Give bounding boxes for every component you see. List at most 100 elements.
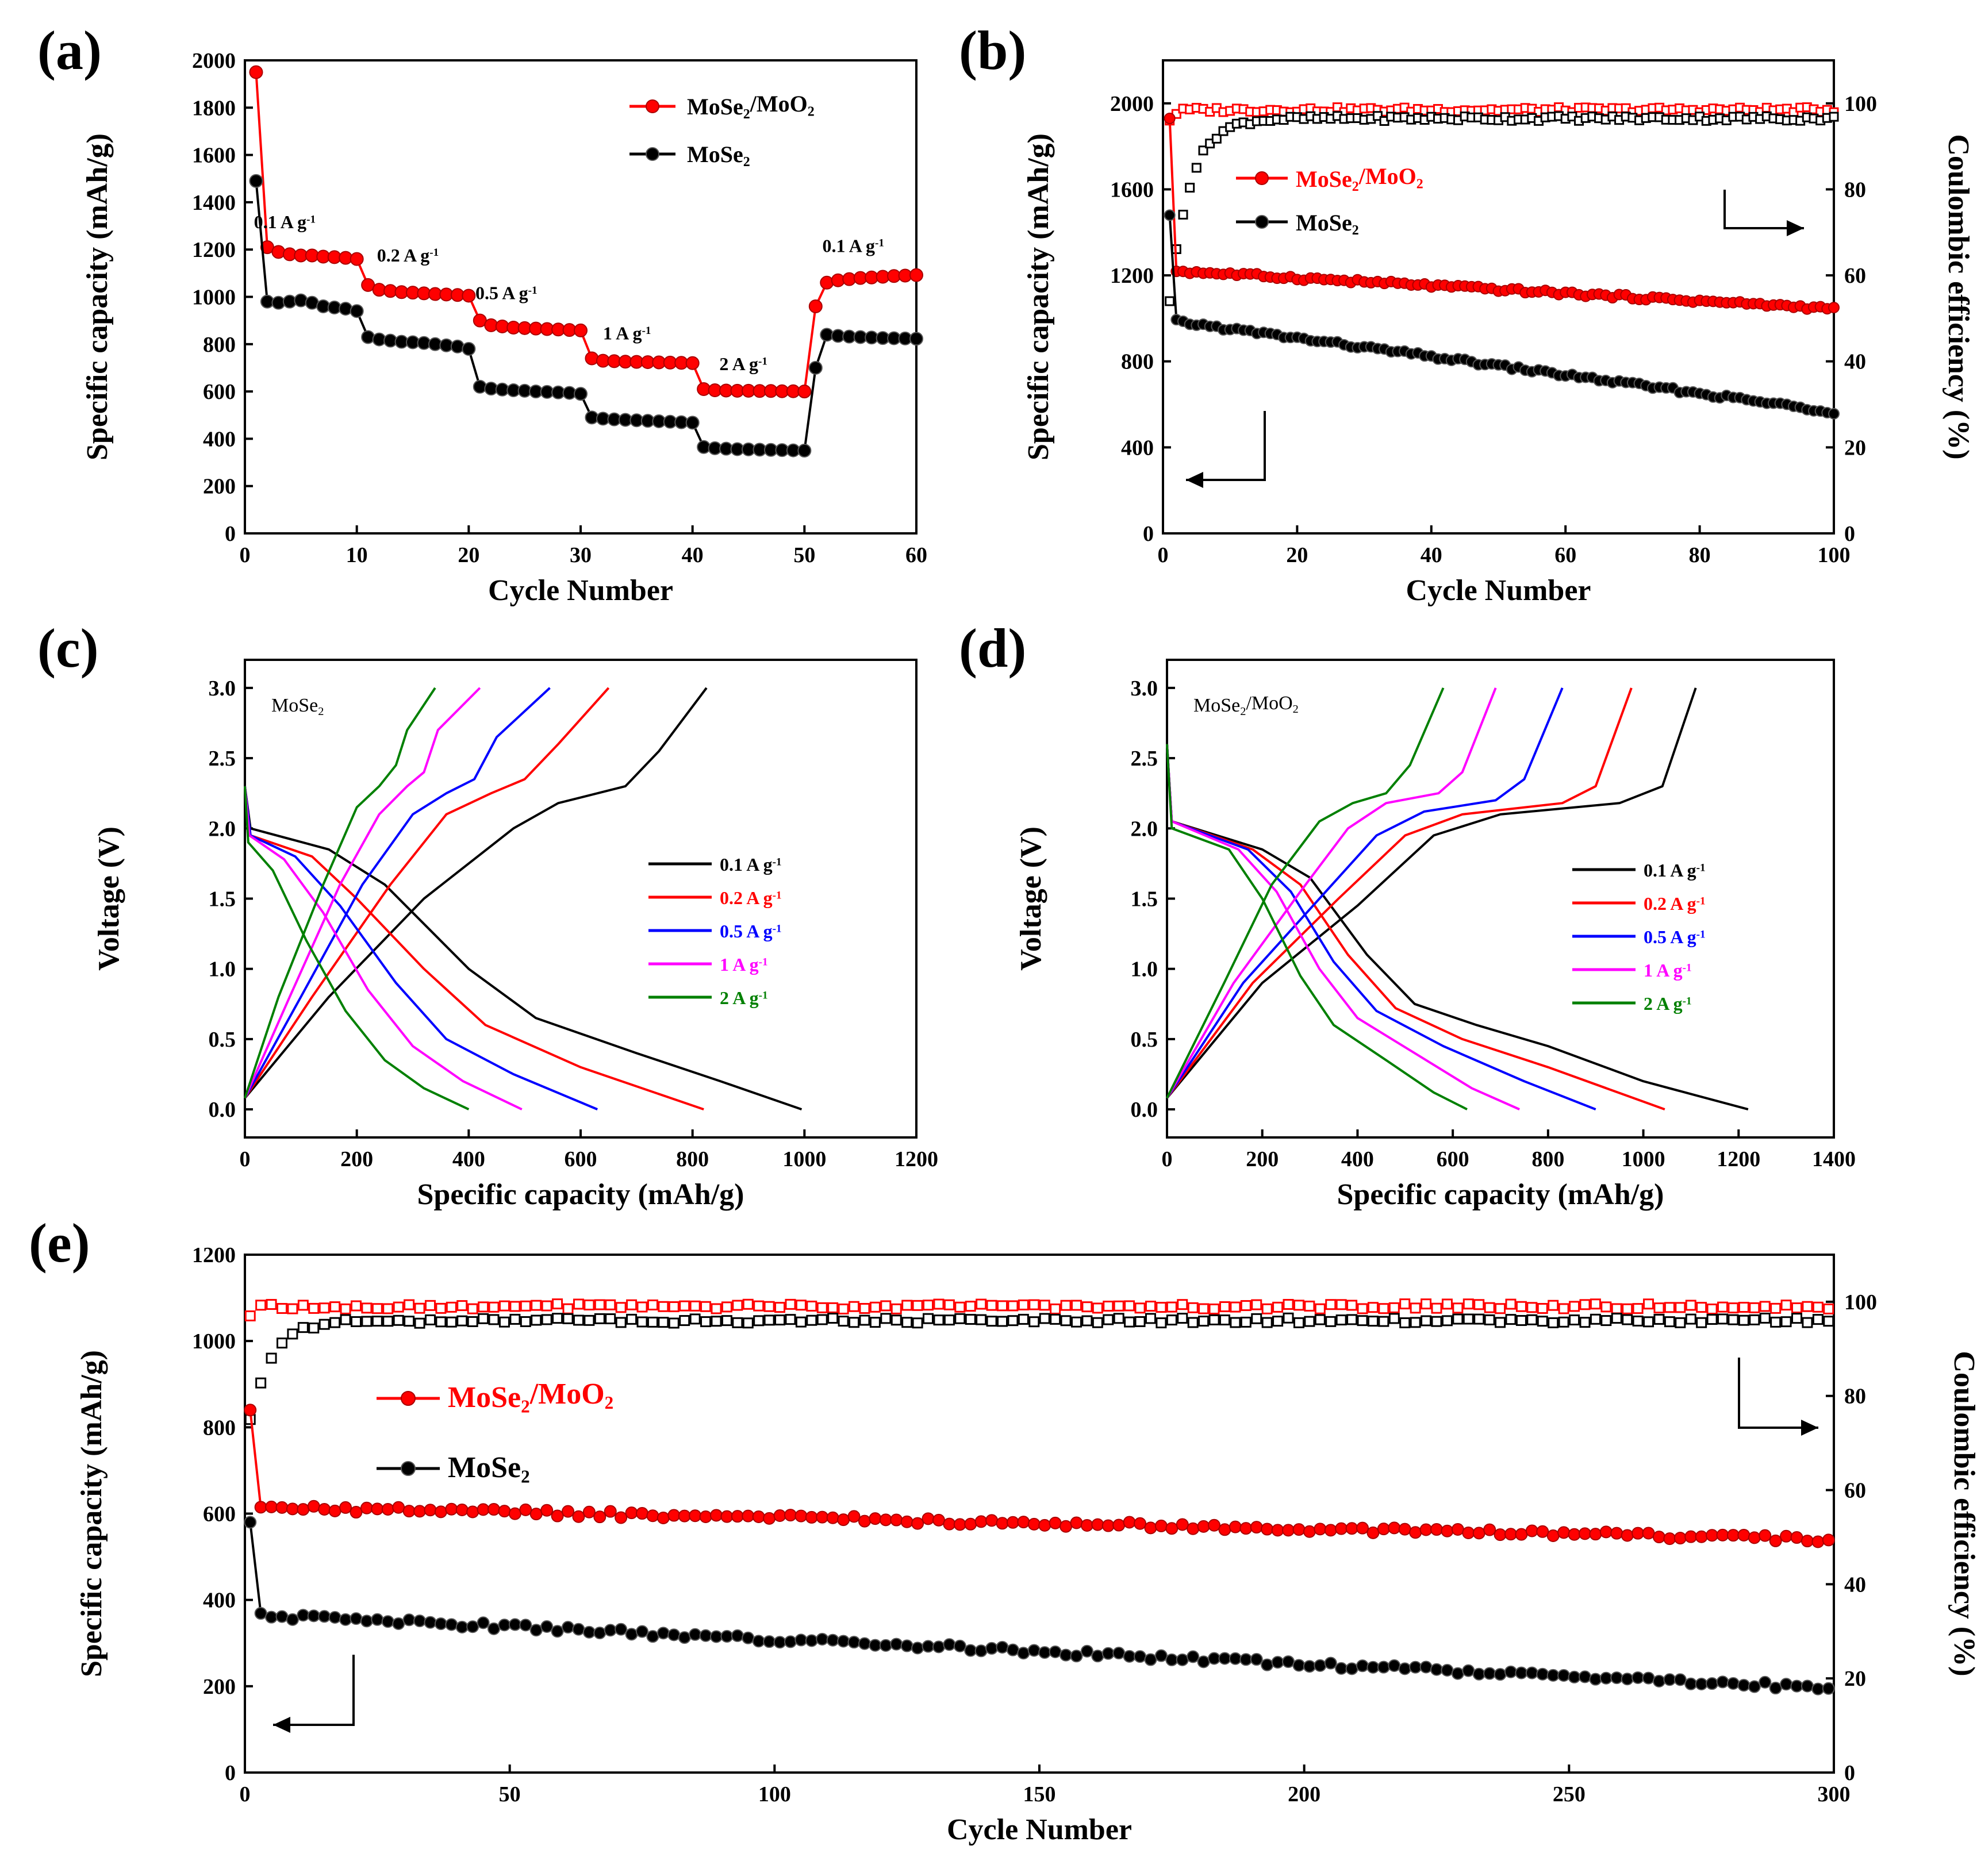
label-sup: -1 — [773, 922, 782, 935]
data-point — [808, 360, 823, 375]
efficiency-point — [255, 1377, 267, 1389]
label-part: MoSe — [1193, 695, 1240, 716]
capacity-point — [657, 1627, 670, 1640]
capacity-point — [1706, 1677, 1719, 1690]
efficiency-point — [806, 1300, 817, 1312]
efficiency-point — [954, 1313, 966, 1324]
discharge-curve-4 — [244, 786, 470, 1110]
efficiency-point — [498, 1300, 510, 1312]
capacity-point — [943, 1517, 956, 1531]
y-tick-label: 0.5 — [209, 1028, 236, 1052]
efficiency-point — [404, 1299, 415, 1310]
efficiency-point — [424, 1300, 436, 1311]
capacity-point — [562, 1621, 575, 1634]
efficiency-point — [1357, 1303, 1368, 1314]
legend-label: 0.5 A g-1 — [1644, 927, 1706, 947]
capacity-point — [1038, 1646, 1051, 1659]
efficiency-point — [976, 1298, 987, 1310]
capacity-point — [1536, 1525, 1549, 1538]
capacity-point — [1356, 1659, 1369, 1673]
efficiency-point — [552, 1298, 563, 1310]
efficiency-point — [1802, 1317, 1813, 1328]
capacity-point — [1377, 1523, 1390, 1536]
capacity-point — [1578, 1670, 1591, 1683]
capacity-point — [1080, 1644, 1093, 1658]
x-tick-label: 1000 — [1622, 1147, 1665, 1171]
capacity-point — [265, 1610, 278, 1624]
efficiency-point — [732, 1300, 743, 1311]
capacity-point — [858, 1514, 871, 1528]
data-point — [808, 299, 823, 313]
legend-label: 0.5 A g-1 — [720, 921, 782, 941]
capacity-point — [519, 1503, 532, 1516]
data-point — [797, 385, 812, 399]
x-tick-label: 50 — [499, 1782, 521, 1806]
efficiency-point — [1283, 1312, 1294, 1324]
capacity-point — [307, 1609, 320, 1623]
efficiency-point — [1462, 1313, 1474, 1325]
efficiency-point — [478, 1301, 489, 1313]
capacity-point — [1377, 1660, 1390, 1674]
efficiency-point — [1812, 1314, 1824, 1325]
efficiency-point — [1219, 1314, 1230, 1326]
discharge-curve-4 — [1166, 744, 1468, 1110]
efficiency-point — [361, 1302, 373, 1314]
efficiency-point — [541, 1300, 552, 1312]
efficiency-point — [1113, 1313, 1124, 1324]
capacity-point — [826, 1633, 839, 1647]
capacity-point — [1049, 1516, 1062, 1529]
x-tick-label: 60 — [905, 543, 927, 567]
capacity-point — [424, 1616, 437, 1629]
y-tick-label: 400 — [203, 427, 236, 451]
efficiency-point — [1505, 1298, 1517, 1310]
capacity-point — [1165, 1653, 1178, 1666]
efficiency-point — [647, 1316, 658, 1328]
charge-curve-0 — [1166, 687, 1697, 1099]
capacity-point — [1504, 1665, 1517, 1678]
capacity-point — [1557, 1669, 1571, 1682]
capacity-point — [360, 1501, 373, 1514]
label-part: 2 — [521, 1466, 530, 1486]
capacity-point — [625, 1506, 638, 1520]
right-axis-arrow-head — [1801, 1420, 1818, 1436]
efficiency-point — [1537, 1316, 1548, 1327]
capacity-point — [1282, 1524, 1295, 1537]
rate-label: 2 A g-1 — [719, 353, 767, 374]
capacity-point — [1134, 1650, 1147, 1663]
capacity-point — [1335, 1522, 1348, 1535]
efficiency-point — [1240, 1300, 1252, 1312]
capacity-point — [1038, 1519, 1051, 1532]
efficiency-point — [1780, 1300, 1792, 1311]
efficiency-point — [1738, 1314, 1749, 1326]
label-sup: -1 — [1683, 962, 1692, 974]
capacity-point — [752, 1510, 765, 1524]
x-tick-label: 800 — [1531, 1147, 1564, 1171]
label-part: 2 A g — [720, 987, 759, 1008]
capacity-point — [519, 1619, 532, 1632]
panel-label-c: (c) — [37, 617, 99, 679]
efficiency-point — [1050, 1313, 1061, 1325]
discharge-curve-0 — [1166, 744, 1749, 1111]
efficiency-point — [880, 1313, 892, 1324]
capacity-point — [275, 1501, 289, 1514]
efficiency-point — [552, 1313, 563, 1324]
efficiency-point — [562, 1303, 574, 1314]
label-part: 0.2 A g — [377, 245, 430, 266]
capacity-point — [1483, 1523, 1496, 1536]
efficiency-point — [849, 1317, 860, 1328]
label-sup: -1 — [758, 355, 767, 367]
efficiency-point — [1156, 1302, 1167, 1313]
data-point — [909, 268, 923, 282]
y-right-tick-label: 80 — [1844, 178, 1866, 202]
capacity-point — [953, 1518, 966, 1531]
efficiency-point — [997, 1316, 1008, 1327]
efficiency-point — [1421, 1315, 1432, 1327]
capacity-point — [1525, 1666, 1538, 1679]
efficiency-point — [1452, 1302, 1464, 1314]
label-part: 2 A g — [719, 353, 758, 374]
plot-frame — [244, 659, 918, 1139]
charge-curve-2 — [1166, 687, 1564, 1099]
y-tick-label: 2.5 — [209, 747, 236, 771]
capacity-point — [286, 1613, 299, 1626]
